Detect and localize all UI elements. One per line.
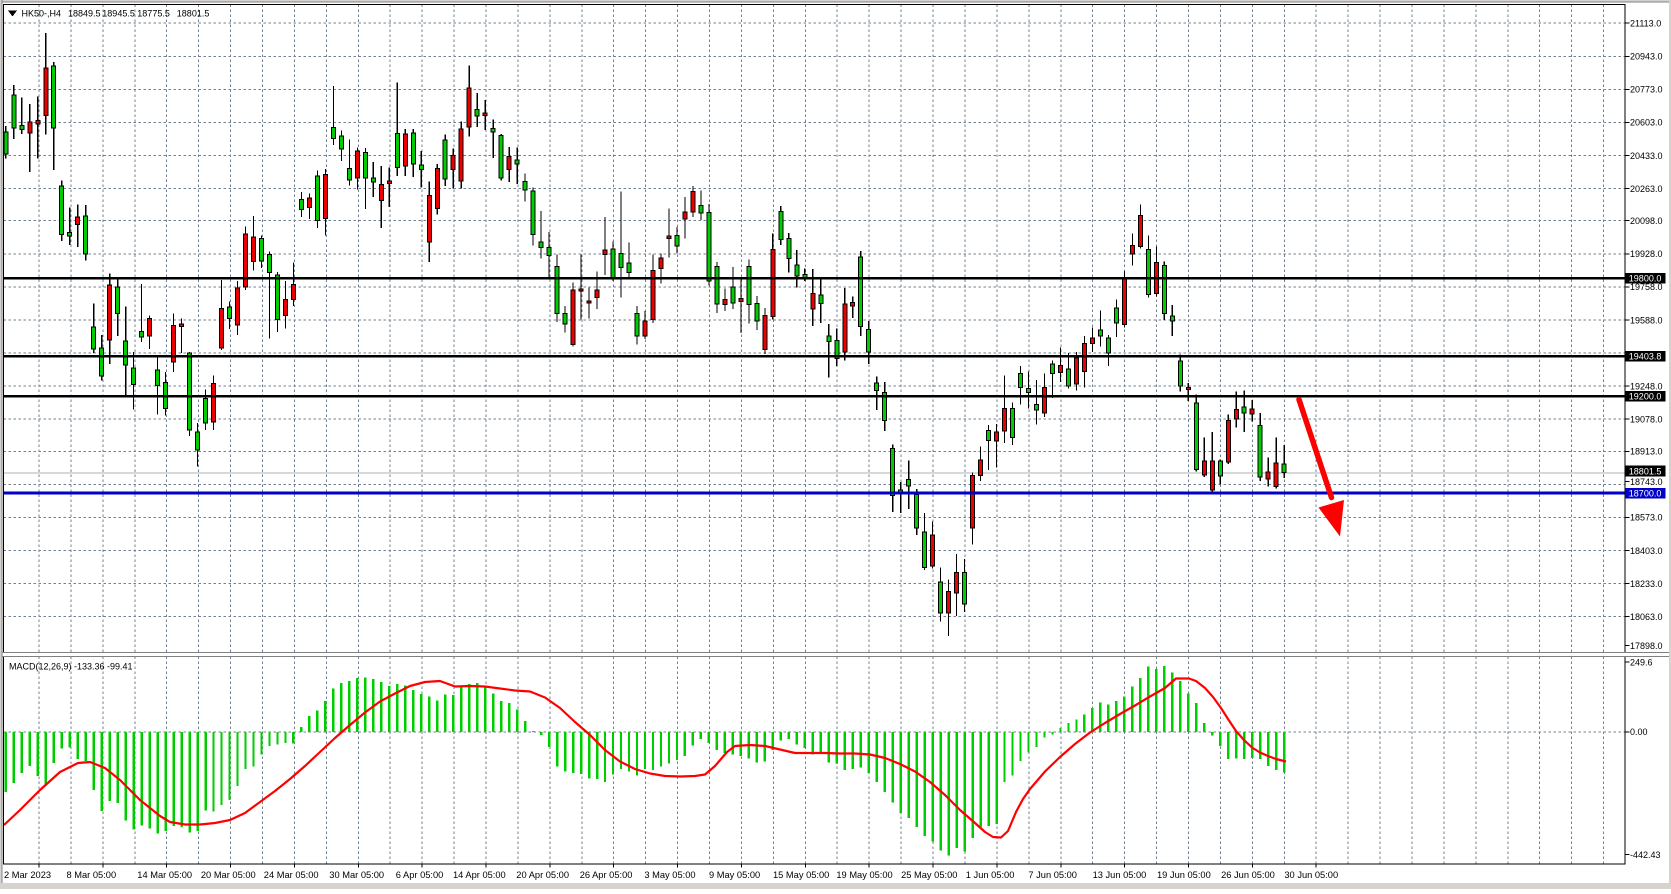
svg-text:20943.0: 20943.0: [1630, 52, 1663, 62]
svg-text:19078.0: 19078.0: [1630, 415, 1663, 425]
svg-text:18801.5: 18801.5: [177, 9, 210, 19]
svg-text:18849.5: 18849.5: [68, 9, 101, 19]
svg-text:18743.0: 18743.0: [1630, 477, 1663, 487]
svg-text:25 May 05:00: 25 May 05:00: [901, 870, 957, 880]
svg-text:8 Mar 05:00: 8 Mar 05:00: [67, 870, 117, 880]
svg-text:19200.0: 19200.0: [1629, 392, 1662, 402]
svg-text:18063.0: 18063.0: [1630, 612, 1663, 622]
svg-text:26 Jun 05:00: 26 Jun 05:00: [1221, 870, 1275, 880]
svg-text:30 Mar 05:00: 30 Mar 05:00: [329, 870, 384, 880]
svg-text:21113.0: 21113.0: [1630, 19, 1661, 29]
svg-text:7 Jun 05:00: 7 Jun 05:00: [1028, 870, 1077, 880]
svg-text:9 May 05:00: 9 May 05:00: [709, 870, 760, 880]
svg-text:19403.8: 19403.8: [1629, 352, 1662, 362]
svg-text:MACD(12,26,9) -133.36 -99.41: MACD(12,26,9) -133.36 -99.41: [9, 662, 133, 672]
svg-text:24 Mar 05:00: 24 Mar 05:00: [264, 870, 319, 880]
svg-text:14 Mar 05:00: 14 Mar 05:00: [137, 870, 192, 880]
svg-text:20 Mar 05:00: 20 Mar 05:00: [201, 870, 256, 880]
svg-text:20433.0: 20433.0: [1630, 151, 1663, 161]
svg-text:HK50-,H4: HK50-,H4: [22, 9, 62, 19]
svg-text:0.00: 0.00: [1630, 727, 1648, 737]
svg-text:18700.0: 18700.0: [1629, 489, 1662, 499]
svg-text:18945.5: 18945.5: [102, 9, 135, 19]
svg-text:19758.0: 19758.0: [1630, 282, 1663, 292]
svg-text:20603.0: 20603.0: [1630, 118, 1663, 128]
svg-text:19 May 05:00: 19 May 05:00: [836, 870, 892, 880]
svg-text:18913.0: 18913.0: [1630, 447, 1663, 457]
svg-text:14 Apr 05:00: 14 Apr 05:00: [453, 870, 506, 880]
svg-text:6 Apr 05:00: 6 Apr 05:00: [396, 870, 444, 880]
svg-text:19 Jun 05:00: 19 Jun 05:00: [1157, 870, 1211, 880]
svg-text:1 Jun 05:00: 1 Jun 05:00: [966, 870, 1015, 880]
svg-text:19248.0: 19248.0: [1630, 381, 1663, 391]
svg-text:-442.43: -442.43: [1630, 850, 1661, 860]
svg-text:19588.0: 19588.0: [1630, 315, 1663, 325]
svg-text:13 Jun 05:00: 13 Jun 05:00: [1093, 870, 1147, 880]
svg-text:26 Apr 05:00: 26 Apr 05:00: [580, 870, 633, 880]
svg-text:18801.5: 18801.5: [1629, 466, 1662, 476]
svg-text:18775.5: 18775.5: [137, 9, 170, 19]
svg-text:18403.0: 18403.0: [1630, 546, 1663, 556]
svg-text:15 May 05:00: 15 May 05:00: [773, 870, 829, 880]
svg-text:18573.0: 18573.0: [1630, 513, 1663, 523]
svg-text:30 Jun 05:00: 30 Jun 05:00: [1284, 870, 1338, 880]
svg-text:20263.0: 20263.0: [1630, 184, 1663, 194]
svg-text:20 Apr 05:00: 20 Apr 05:00: [516, 870, 569, 880]
svg-text:19800.0: 19800.0: [1629, 274, 1662, 284]
svg-text:20098.0: 20098.0: [1630, 216, 1663, 226]
svg-text:18233.0: 18233.0: [1630, 579, 1663, 589]
svg-text:2 Mar 2023: 2 Mar 2023: [4, 870, 51, 880]
svg-text:249.6: 249.6: [1630, 657, 1653, 667]
svg-text:20773.0: 20773.0: [1630, 85, 1663, 95]
svg-text:19928.0: 19928.0: [1630, 249, 1663, 259]
svg-text:17898.0: 17898.0: [1630, 641, 1663, 651]
svg-text:3 May 05:00: 3 May 05:00: [644, 870, 695, 880]
